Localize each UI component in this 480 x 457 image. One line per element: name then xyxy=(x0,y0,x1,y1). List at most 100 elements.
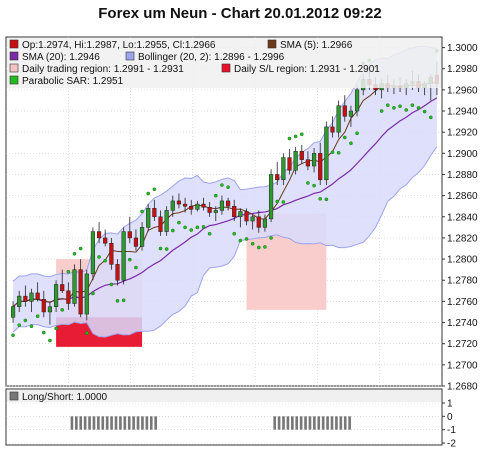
sar-point xyxy=(23,318,28,323)
legend-label: SMA (20): 1.2946 xyxy=(22,52,100,63)
long-short-bar xyxy=(75,416,78,430)
candle-body xyxy=(318,153,323,181)
y-tick-label: 1.2820 xyxy=(447,233,478,244)
sar-point xyxy=(183,225,187,230)
candle-body xyxy=(324,126,329,181)
legend-swatch xyxy=(9,75,19,85)
candle-body xyxy=(139,227,145,247)
candle-body xyxy=(189,205,194,210)
long-short-bar xyxy=(304,416,307,430)
sar-point xyxy=(342,135,347,140)
candle-body xyxy=(262,218,268,228)
y-tick-label: 1.2900 xyxy=(447,149,478,160)
long-short-bar xyxy=(282,416,285,430)
long-short-bar xyxy=(83,416,87,430)
candle-body xyxy=(348,110,354,117)
candle-body xyxy=(96,231,102,239)
long-short-bar xyxy=(123,416,127,430)
candle-body xyxy=(225,200,231,207)
y-tick-label: 1.2940 xyxy=(447,107,478,118)
sar-point xyxy=(379,109,384,113)
long-short-bar xyxy=(114,416,118,430)
candle-body xyxy=(53,284,59,307)
sar-point xyxy=(404,108,409,112)
sar-point xyxy=(422,109,427,114)
sar-point xyxy=(29,324,34,329)
long-short-bar xyxy=(326,416,329,430)
legend-label: SMA (5): 1.2966 xyxy=(280,40,353,51)
long-short-bar xyxy=(308,416,312,430)
candle-body xyxy=(90,231,96,275)
candle-body xyxy=(342,105,347,117)
candle-body xyxy=(287,157,292,171)
sar-point xyxy=(220,183,224,187)
candle-body xyxy=(250,216,255,222)
sar-point xyxy=(84,331,89,335)
y-tick-label: 1.2960 xyxy=(447,85,478,96)
candle-body xyxy=(41,299,46,313)
y-tick-label: 1.2740 xyxy=(447,318,478,329)
sar-point xyxy=(146,191,151,196)
long-short-bars xyxy=(70,416,351,430)
long-short-bar xyxy=(149,416,153,430)
candle-body xyxy=(293,150,298,171)
sar-point xyxy=(226,185,230,189)
candle-body xyxy=(219,200,225,211)
long-short-header: Long/Short: 1.0000 xyxy=(7,390,441,403)
sar-point xyxy=(60,308,65,312)
sar-point xyxy=(385,103,390,108)
sar-point xyxy=(349,141,353,146)
candle-body xyxy=(146,208,151,228)
long-short-bar xyxy=(79,416,83,430)
candle-body xyxy=(176,200,182,205)
sar-point xyxy=(324,197,329,202)
legend-swatch xyxy=(221,63,231,73)
candle-body xyxy=(330,126,335,133)
sar-point xyxy=(410,103,415,108)
sar-point xyxy=(41,330,46,335)
legend-label: Op:1.2974, Hi:1.2987, Lo:1.2955, Cl:1.29… xyxy=(22,40,216,51)
sar-point xyxy=(189,228,194,232)
long-short-bar xyxy=(330,416,334,430)
candle-body xyxy=(195,203,200,210)
long-short-bar xyxy=(291,416,294,430)
candle-body xyxy=(127,231,132,239)
y-tick-label: 1.2720 xyxy=(447,339,478,350)
y-tick-label: 1.2980 xyxy=(447,64,478,75)
sar-point xyxy=(115,299,120,303)
price-axis: 1.3000 1.2980 1.2960 1.2940 1.2920 1.2900 1.28… xyxy=(442,43,478,393)
candle-body xyxy=(207,207,212,213)
candle-body xyxy=(201,203,206,208)
candle-body xyxy=(84,273,89,315)
sar-point xyxy=(232,231,237,236)
y-tick-label: 1.2700 xyxy=(447,360,478,371)
candle-body xyxy=(354,89,360,112)
long-short-bar xyxy=(119,416,122,430)
sar-point xyxy=(17,323,22,327)
long-short-bar xyxy=(132,416,135,430)
parabolic-sar xyxy=(11,48,439,343)
low-y-tick-label: 1 xyxy=(447,399,453,410)
sar-point xyxy=(287,136,292,141)
long-short-axis: 1 0 -1 -2 xyxy=(442,399,456,450)
long-short-bar xyxy=(343,416,347,430)
long-short-bar xyxy=(101,416,105,430)
legend-swatch xyxy=(267,39,277,49)
long-short-bar xyxy=(321,416,325,430)
sar-point xyxy=(263,245,267,249)
sar-point xyxy=(256,245,261,250)
long-short-bar xyxy=(335,416,338,430)
sar-point xyxy=(398,104,402,109)
long-short-bar xyxy=(277,416,281,430)
sma-5-line xyxy=(12,82,437,308)
candle-body xyxy=(17,295,22,307)
long-short-bar xyxy=(313,416,316,430)
sar-point xyxy=(72,252,77,256)
candle-body xyxy=(115,264,120,281)
chart-title: Forex um Neun - Chart 20.01.2012 09:22 xyxy=(98,5,381,22)
candle-body xyxy=(158,216,163,232)
sar-point xyxy=(244,237,249,241)
candle-body xyxy=(35,292,40,300)
y-tick-label: 1.2880 xyxy=(447,170,478,181)
y-tick-label: 1.2800 xyxy=(447,255,478,266)
